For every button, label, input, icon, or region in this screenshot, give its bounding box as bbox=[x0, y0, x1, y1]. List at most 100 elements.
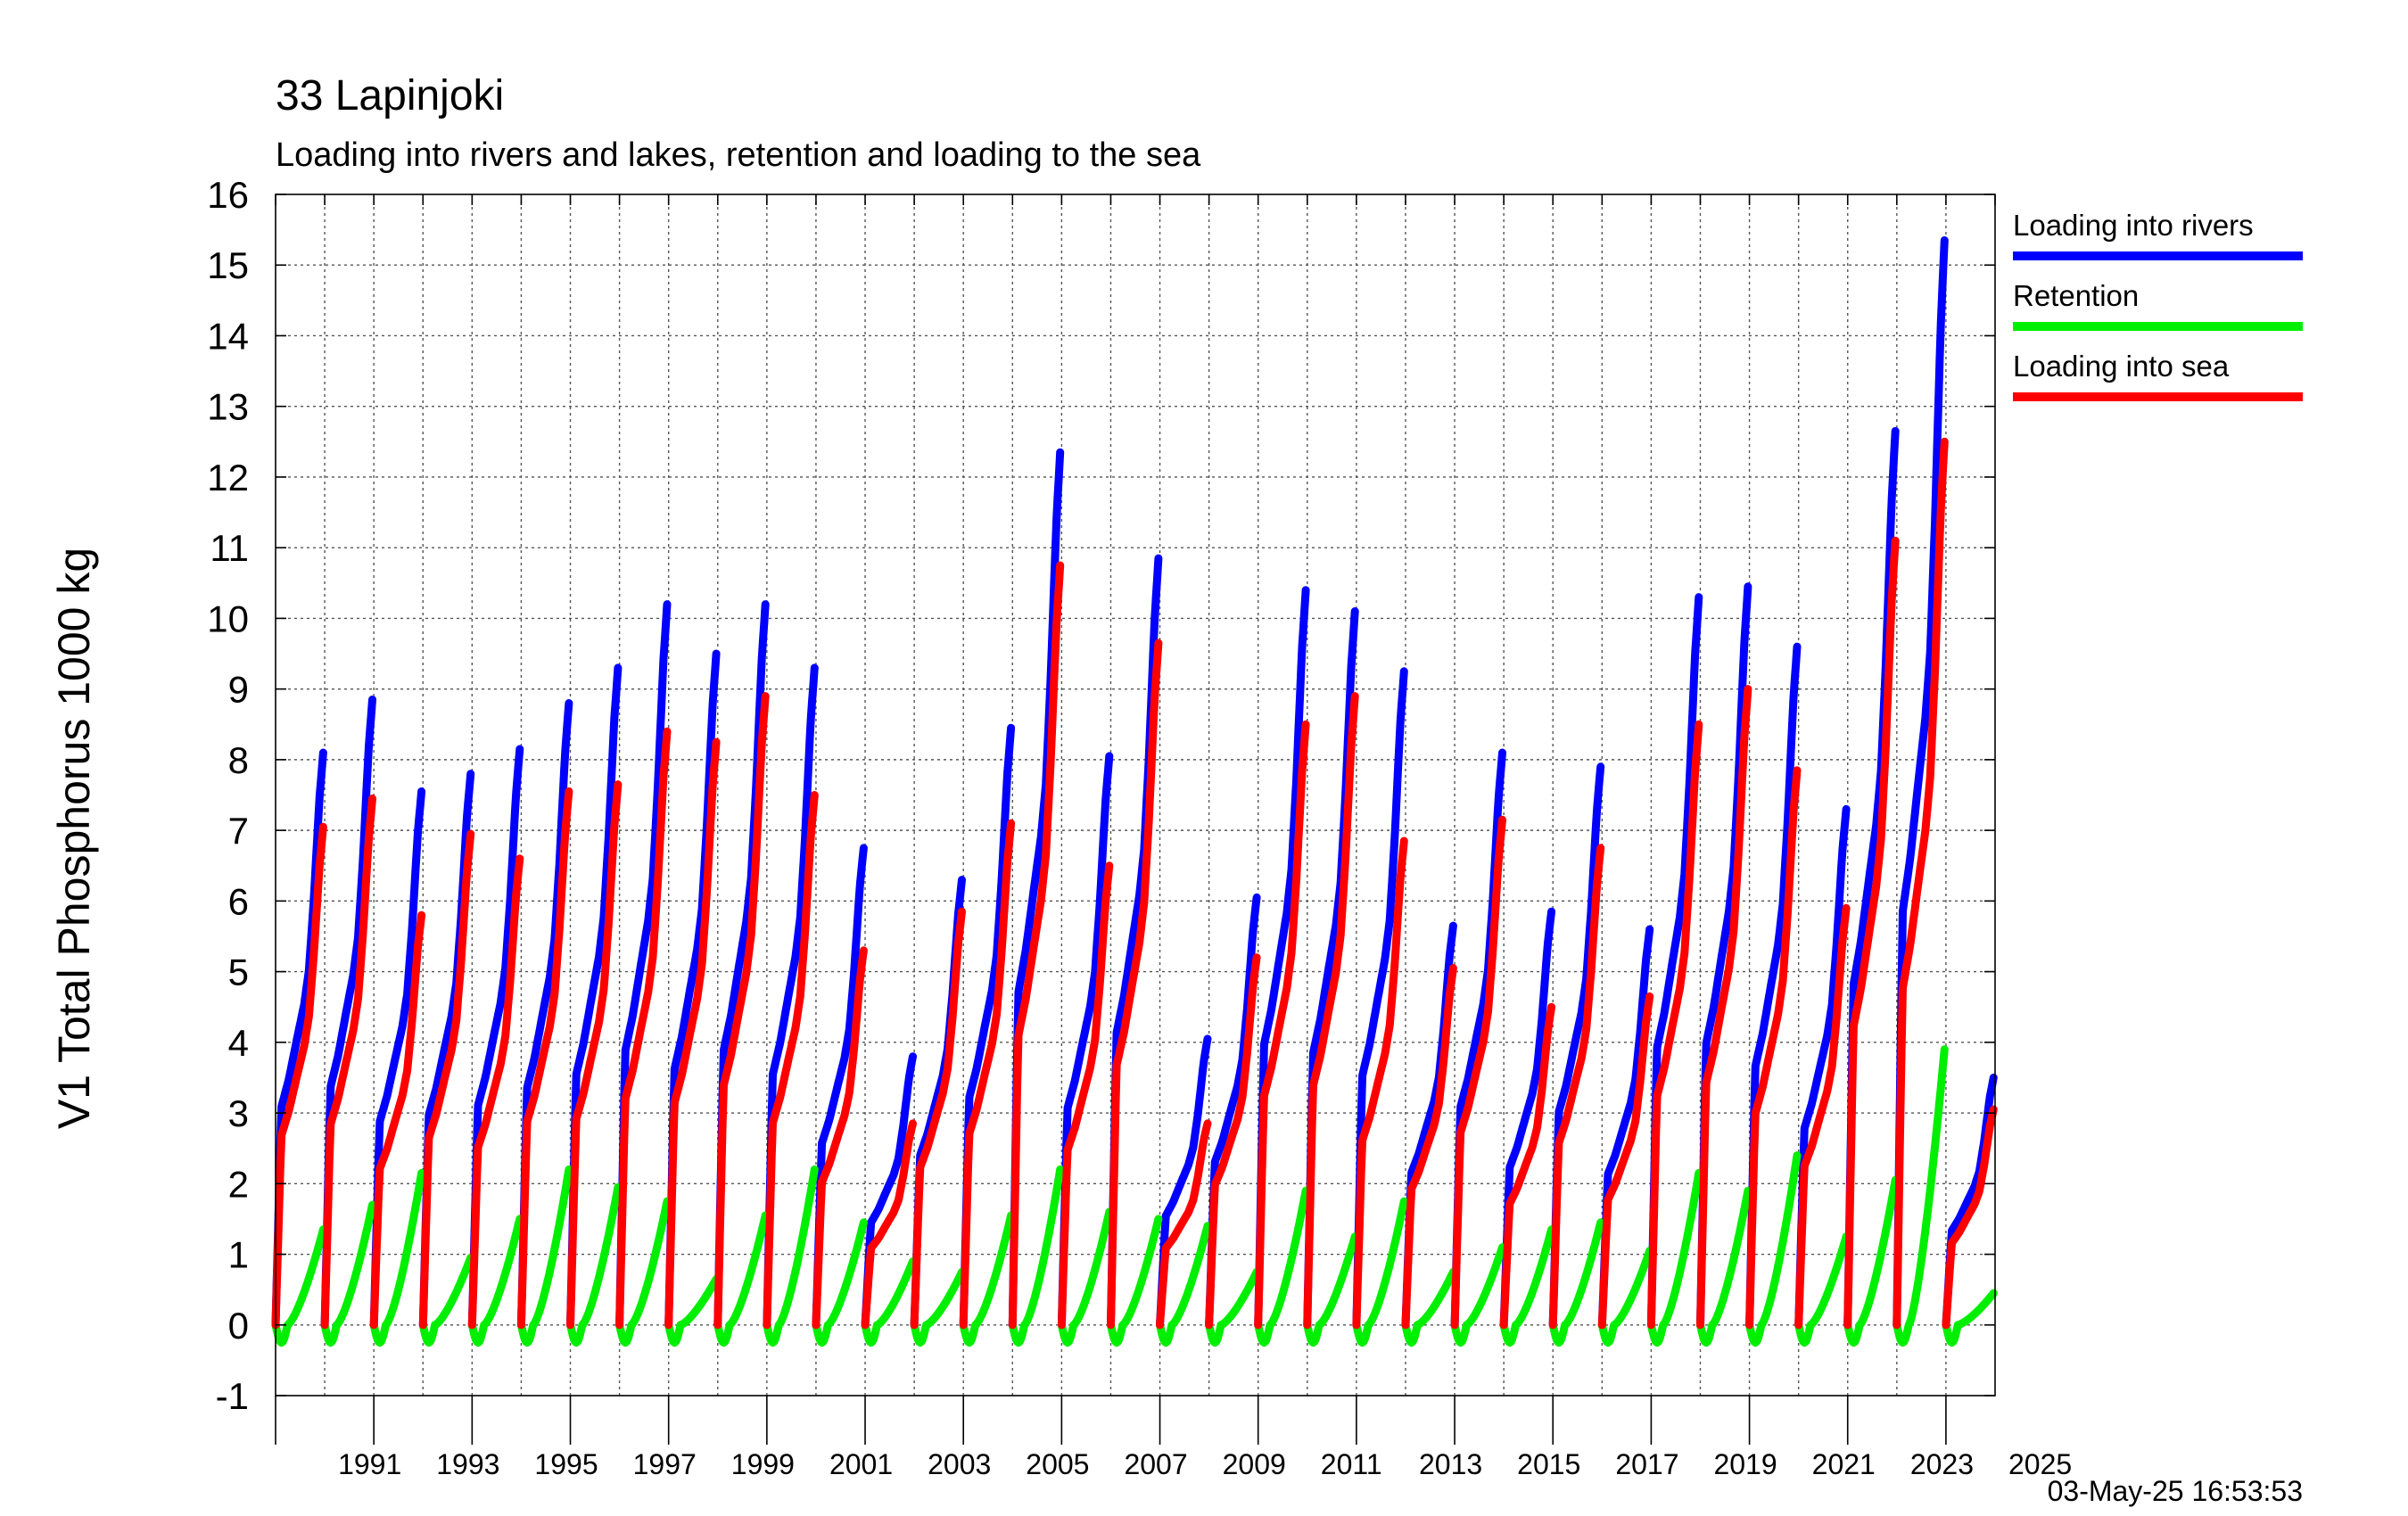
series-line-segment bbox=[615, 1197, 672, 1347]
y-tick-label: 10 bbox=[207, 597, 249, 639]
series-line-segment bbox=[1745, 766, 1802, 1330]
series-line-segment bbox=[1303, 1232, 1359, 1347]
series-line-segment bbox=[1008, 1165, 1065, 1347]
series-line-segment bbox=[1352, 667, 1408, 1330]
series-line-segment bbox=[516, 1165, 573, 1347]
series-line-segment bbox=[763, 1165, 819, 1347]
y-tick-label: 0 bbox=[228, 1305, 249, 1347]
series-line-segment bbox=[1156, 1222, 1212, 1347]
series-line-segment bbox=[369, 910, 426, 1330]
x-tick-label: 1991 bbox=[338, 1448, 401, 1480]
series-line-segment bbox=[1646, 1168, 1703, 1347]
series-line-segment bbox=[1794, 903, 1851, 1330]
series-line-segment bbox=[1696, 685, 1752, 1330]
series-line-segment bbox=[467, 854, 524, 1330]
series-line-segment bbox=[713, 692, 770, 1330]
series-line-segment bbox=[1352, 1197, 1408, 1347]
series-line-segment bbox=[1450, 748, 1506, 1330]
series-line-segment bbox=[1107, 639, 1163, 1330]
series-line-segment bbox=[1942, 1289, 1998, 1347]
series-line-segment bbox=[812, 844, 868, 1330]
series-line-segment bbox=[861, 1257, 917, 1347]
series-line-segment bbox=[1646, 720, 1703, 1330]
series-line-segment bbox=[812, 1218, 868, 1347]
series-line-segment bbox=[861, 1119, 917, 1330]
x-tick-label: 2025 bbox=[2008, 1448, 2072, 1480]
series-line-segment bbox=[1254, 586, 1310, 1330]
x-tick-label: 2009 bbox=[1223, 1448, 1286, 1480]
series-line-segment bbox=[1843, 1175, 1900, 1347]
y-tick-label: 14 bbox=[207, 315, 249, 357]
series-line-segment bbox=[1745, 642, 1802, 1330]
series-line-segment bbox=[1794, 804, 1851, 1330]
series-line-segment bbox=[1548, 844, 1605, 1330]
series-line-segment bbox=[320, 1200, 376, 1347]
series-line-segment bbox=[1843, 536, 1900, 1330]
x-tick-label: 2015 bbox=[1517, 1448, 1580, 1480]
x-tick-label: 2019 bbox=[1713, 1448, 1777, 1480]
series-line-segment bbox=[418, 1254, 475, 1347]
x-tick-label: 2017 bbox=[1615, 1448, 1678, 1480]
series-line-segment bbox=[271, 822, 327, 1330]
x-tick-label: 2001 bbox=[829, 1448, 893, 1480]
y-tick-label: 11 bbox=[210, 527, 249, 569]
series-line-segment bbox=[910, 907, 966, 1330]
series-line-segment bbox=[1156, 1034, 1212, 1330]
series-line-segment bbox=[418, 770, 475, 1330]
series-line-segment bbox=[1942, 1073, 1998, 1330]
series-line-segment bbox=[615, 600, 672, 1330]
series-line-segment bbox=[959, 819, 1016, 1330]
series-line-segment bbox=[763, 791, 819, 1330]
x-tick-label: 1997 bbox=[633, 1448, 697, 1480]
series-line-segment bbox=[615, 727, 672, 1330]
series-line-segment bbox=[664, 737, 721, 1330]
legend: Loading into rivers Retention Loading in… bbox=[2013, 209, 2303, 401]
timestamp: 03-May-25 16:53:53 bbox=[2048, 1475, 2303, 1507]
series-line-segment bbox=[320, 795, 376, 1330]
series-line-segment bbox=[1745, 1151, 1802, 1347]
series-line-segment bbox=[959, 1211, 1016, 1347]
legend-item-retention: Retention bbox=[2013, 279, 2303, 331]
x-tick-label: 2011 bbox=[1321, 1448, 1382, 1480]
series-line-segment bbox=[1401, 921, 1457, 1330]
series-line-segment bbox=[271, 1225, 327, 1347]
x-tick-label: 2013 bbox=[1419, 1448, 1482, 1480]
series-line-segment bbox=[1597, 992, 1654, 1330]
y-tick-label: 5 bbox=[228, 952, 249, 993]
series-line-segment bbox=[1057, 752, 1114, 1330]
series-line-segment bbox=[1597, 1247, 1654, 1347]
chart-subtitle: Loading into rivers and lakes, retention… bbox=[276, 136, 1201, 174]
series-line-segment bbox=[1499, 1002, 1556, 1330]
legend-item-loading-into-sea: Loading into sea bbox=[2013, 350, 2303, 401]
series-line-segment bbox=[910, 1267, 966, 1347]
series-line-segment bbox=[1696, 582, 1752, 1330]
series-line-segment bbox=[1893, 1045, 1949, 1347]
legend-label-loading-into-sea: Loading into sea bbox=[2013, 350, 2230, 383]
series-line-segment bbox=[516, 699, 573, 1330]
x-tick-label: 2005 bbox=[1026, 1448, 1089, 1480]
chart-title: 33 Lapinjoki bbox=[276, 72, 504, 119]
x-tick-label: 2003 bbox=[928, 1448, 991, 1480]
series-line-segment bbox=[1401, 1267, 1457, 1347]
series-loading-into-rivers bbox=[271, 236, 1998, 1330]
series-line-segment bbox=[763, 663, 819, 1330]
series-line-segment bbox=[1107, 1215, 1163, 1347]
series-line-segment bbox=[713, 1211, 770, 1347]
series-line-segment bbox=[664, 1274, 721, 1347]
series-line-segment bbox=[1499, 1225, 1556, 1347]
y-axis-label: V1 Total Phosphorus 1000 kg bbox=[49, 548, 99, 1129]
series-line-segment bbox=[1794, 1232, 1851, 1347]
series-lines bbox=[271, 236, 1998, 1347]
series-line-segment bbox=[1205, 893, 1261, 1330]
legend-label-retention: Retention bbox=[2013, 279, 2139, 312]
series-line-segment bbox=[713, 600, 770, 1330]
y-tick-label: 8 bbox=[228, 739, 249, 781]
plot-frame bbox=[275, 194, 1996, 1397]
series-line-segment bbox=[369, 787, 426, 1330]
series-line-segment bbox=[1942, 1105, 1998, 1330]
x-tick-label: 2023 bbox=[1910, 1448, 1974, 1480]
series-line-segment bbox=[1893, 437, 1949, 1330]
y-tick-label: 1 bbox=[228, 1234, 249, 1276]
